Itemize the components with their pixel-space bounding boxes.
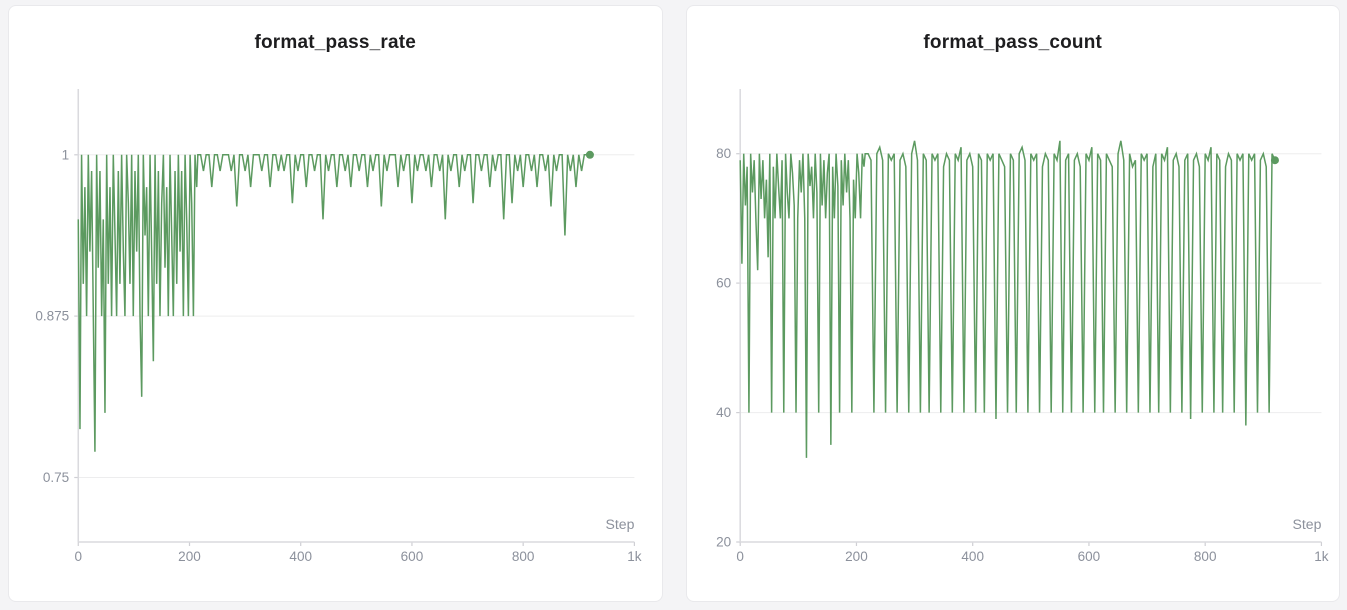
x-tick-label: 1k	[1314, 549, 1329, 564]
last-point-marker	[585, 150, 594, 159]
x-tick-label: 0	[74, 549, 82, 564]
x-axis-label: Step	[605, 516, 634, 532]
format-pass-rate-chart[interactable]: 0.75 0.875 1 0 200 400 600 800 1k Step	[9, 62, 662, 591]
x-tick-label: 200	[845, 549, 868, 564]
y-tick-label: 0.875	[35, 309, 69, 324]
metric-card-format-pass-rate: format_pass_rate 0.75 0.875 1 0 200 400 600 800…	[8, 5, 663, 602]
last-point-marker	[1270, 156, 1279, 165]
x-tick-label: 600	[1077, 549, 1100, 564]
y-tick-label: 40	[716, 405, 731, 420]
x-tick-label: 400	[961, 549, 984, 564]
x-tick-label: 1k	[627, 549, 642, 564]
chart-title-format-pass-count: format_pass_count	[923, 32, 1103, 53]
y-tick-label: 20	[716, 535, 731, 550]
x-tick-label: 600	[401, 549, 424, 564]
y-tick-label: 1	[62, 147, 70, 162]
x-tick-label: 800	[512, 549, 535, 564]
x-tick-label: 400	[289, 549, 312, 564]
x-tick-label: 0	[736, 549, 744, 564]
metric-line[interactable]	[738, 140, 1276, 458]
x-tick-label: 200	[178, 549, 201, 564]
y-tick-label: 0.75	[43, 470, 69, 485]
x-tick-label: 800	[1193, 549, 1216, 564]
chart-title-format-pass-rate: format_pass_rate	[254, 32, 417, 53]
metric-card-format-pass-count: format_pass_count 20 40 60 80 0 200 400 600 800 1…	[685, 5, 1340, 602]
y-tick-label: 60	[716, 276, 731, 291]
y-tick-label: 80	[716, 146, 731, 161]
metric-line[interactable]	[77, 154, 590, 452]
x-axis-label: Step	[1292, 516, 1321, 532]
